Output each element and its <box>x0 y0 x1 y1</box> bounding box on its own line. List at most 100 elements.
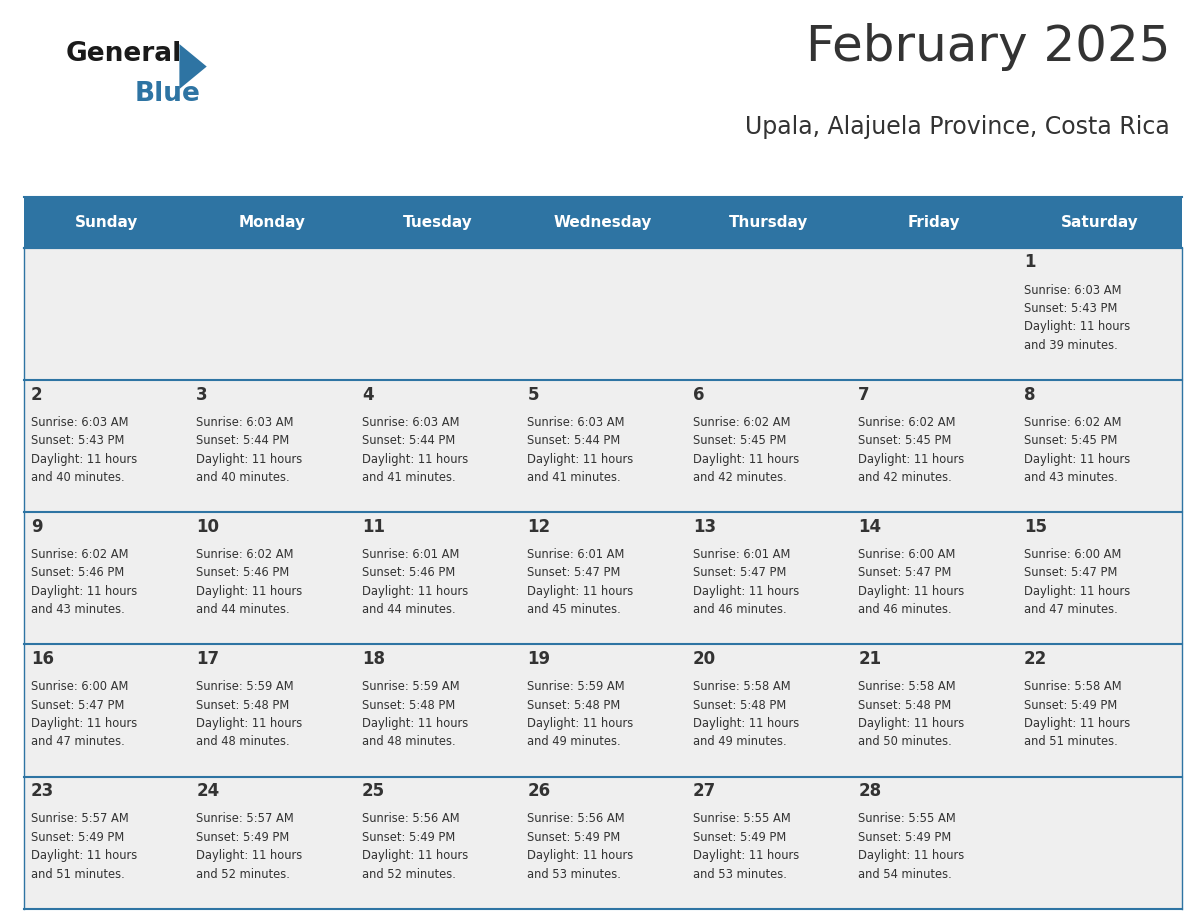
Text: Sunset: 5:44 PM: Sunset: 5:44 PM <box>196 434 290 447</box>
Text: 7: 7 <box>858 386 870 404</box>
Text: and 53 minutes.: and 53 minutes. <box>693 868 786 880</box>
Text: Sunrise: 6:03 AM: Sunrise: 6:03 AM <box>31 416 128 429</box>
Bar <box>685 197 851 248</box>
Text: Sunrise: 5:57 AM: Sunrise: 5:57 AM <box>196 812 295 825</box>
Text: Sunset: 5:46 PM: Sunset: 5:46 PM <box>362 566 455 579</box>
Bar <box>685 380 851 512</box>
Text: Sunrise: 6:00 AM: Sunrise: 6:00 AM <box>31 680 128 693</box>
Text: Daylight: 11 hours: Daylight: 11 hours <box>1024 717 1130 730</box>
Bar <box>189 777 355 909</box>
Text: 18: 18 <box>362 650 385 668</box>
Text: Sunset: 5:49 PM: Sunset: 5:49 PM <box>31 831 124 844</box>
Text: Sunrise: 5:56 AM: Sunrise: 5:56 AM <box>362 812 460 825</box>
Text: 12: 12 <box>527 518 550 536</box>
Text: Sunset: 5:47 PM: Sunset: 5:47 PM <box>527 566 620 579</box>
Text: Daylight: 11 hours: Daylight: 11 hours <box>527 585 633 598</box>
Text: Daylight: 11 hours: Daylight: 11 hours <box>196 453 303 465</box>
Text: Daylight: 11 hours: Daylight: 11 hours <box>31 717 137 730</box>
Text: Tuesday: Tuesday <box>403 215 473 230</box>
Text: Daylight: 11 hours: Daylight: 11 hours <box>1024 585 1130 598</box>
Text: Sunrise: 6:02 AM: Sunrise: 6:02 AM <box>1024 416 1121 429</box>
Bar <box>189 380 355 512</box>
Text: 13: 13 <box>693 518 716 536</box>
Text: and 51 minutes.: and 51 minutes. <box>1024 735 1118 748</box>
Text: and 53 minutes.: and 53 minutes. <box>527 868 621 880</box>
Text: Daylight: 11 hours: Daylight: 11 hours <box>693 585 800 598</box>
Text: Sunrise: 6:02 AM: Sunrise: 6:02 AM <box>31 548 128 561</box>
Text: Sunset: 5:45 PM: Sunset: 5:45 PM <box>693 434 786 447</box>
Text: Sunrise: 6:01 AM: Sunrise: 6:01 AM <box>527 548 625 561</box>
Text: 24: 24 <box>196 782 220 800</box>
Bar <box>355 777 520 909</box>
Text: Daylight: 11 hours: Daylight: 11 hours <box>858 717 965 730</box>
Text: 21: 21 <box>858 650 881 668</box>
Text: and 48 minutes.: and 48 minutes. <box>362 735 455 748</box>
Text: and 44 minutes.: and 44 minutes. <box>362 603 455 616</box>
Text: Daylight: 11 hours: Daylight: 11 hours <box>1024 453 1130 465</box>
Text: and 44 minutes.: and 44 minutes. <box>196 603 290 616</box>
Text: Blue: Blue <box>134 81 200 106</box>
Bar <box>24 380 189 512</box>
Text: 10: 10 <box>196 518 220 536</box>
Text: and 41 minutes.: and 41 minutes. <box>527 471 621 484</box>
Text: 16: 16 <box>31 650 53 668</box>
Text: Sunset: 5:44 PM: Sunset: 5:44 PM <box>527 434 620 447</box>
Text: Daylight: 11 hours: Daylight: 11 hours <box>31 849 137 862</box>
Bar <box>24 248 189 380</box>
Bar <box>851 380 1017 512</box>
Text: 20: 20 <box>693 650 716 668</box>
Text: Daylight: 11 hours: Daylight: 11 hours <box>196 585 303 598</box>
Text: Sunrise: 5:59 AM: Sunrise: 5:59 AM <box>362 680 460 693</box>
Text: Sunset: 5:44 PM: Sunset: 5:44 PM <box>362 434 455 447</box>
Bar <box>24 644 189 777</box>
Bar <box>189 197 355 248</box>
Text: and 52 minutes.: and 52 minutes. <box>196 868 290 880</box>
Text: Sunrise: 6:03 AM: Sunrise: 6:03 AM <box>196 416 293 429</box>
Text: 27: 27 <box>693 782 716 800</box>
Text: Sunrise: 5:55 AM: Sunrise: 5:55 AM <box>858 812 956 825</box>
Text: 1: 1 <box>1024 253 1035 272</box>
Text: Sunset: 5:46 PM: Sunset: 5:46 PM <box>196 566 290 579</box>
Text: Sunrise: 5:58 AM: Sunrise: 5:58 AM <box>693 680 790 693</box>
Text: Sunrise: 6:02 AM: Sunrise: 6:02 AM <box>858 416 955 429</box>
Bar <box>1017 380 1182 512</box>
Text: Saturday: Saturday <box>1061 215 1138 230</box>
Bar <box>355 512 520 644</box>
Text: 28: 28 <box>858 782 881 800</box>
Text: and 46 minutes.: and 46 minutes. <box>693 603 786 616</box>
Bar <box>355 380 520 512</box>
Bar <box>520 512 685 644</box>
Bar <box>520 197 685 248</box>
Text: Sunrise: 5:56 AM: Sunrise: 5:56 AM <box>527 812 625 825</box>
Text: Sunset: 5:48 PM: Sunset: 5:48 PM <box>527 699 620 711</box>
Text: Daylight: 11 hours: Daylight: 11 hours <box>693 453 800 465</box>
Text: Sunset: 5:43 PM: Sunset: 5:43 PM <box>1024 302 1117 315</box>
Text: Sunrise: 5:59 AM: Sunrise: 5:59 AM <box>196 680 293 693</box>
Text: and 50 minutes.: and 50 minutes. <box>858 735 952 748</box>
Text: Daylight: 11 hours: Daylight: 11 hours <box>858 849 965 862</box>
Bar <box>851 777 1017 909</box>
Text: 23: 23 <box>31 782 55 800</box>
Bar <box>685 512 851 644</box>
Text: Sunset: 5:43 PM: Sunset: 5:43 PM <box>31 434 125 447</box>
Text: and 47 minutes.: and 47 minutes. <box>31 735 125 748</box>
Text: and 45 minutes.: and 45 minutes. <box>527 603 621 616</box>
Text: Daylight: 11 hours: Daylight: 11 hours <box>196 849 303 862</box>
Text: Sunday: Sunday <box>75 215 138 230</box>
Text: 11: 11 <box>362 518 385 536</box>
Text: 9: 9 <box>31 518 43 536</box>
Text: 2: 2 <box>31 386 43 404</box>
Text: Daylight: 11 hours: Daylight: 11 hours <box>31 453 137 465</box>
Bar <box>685 644 851 777</box>
Text: Sunrise: 6:02 AM: Sunrise: 6:02 AM <box>693 416 790 429</box>
Bar <box>24 512 189 644</box>
Text: Sunset: 5:47 PM: Sunset: 5:47 PM <box>693 566 786 579</box>
Bar <box>520 644 685 777</box>
Text: 8: 8 <box>1024 386 1035 404</box>
Text: Daylight: 11 hours: Daylight: 11 hours <box>527 717 633 730</box>
Bar <box>851 197 1017 248</box>
Bar <box>851 644 1017 777</box>
Text: Upala, Alajuela Province, Costa Rica: Upala, Alajuela Province, Costa Rica <box>745 115 1170 139</box>
Text: Sunset: 5:45 PM: Sunset: 5:45 PM <box>1024 434 1117 447</box>
Text: Sunset: 5:49 PM: Sunset: 5:49 PM <box>858 831 952 844</box>
